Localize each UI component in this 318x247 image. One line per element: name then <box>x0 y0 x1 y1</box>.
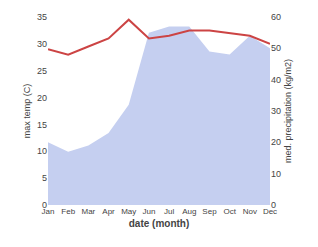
svg-text:10: 10 <box>37 146 47 156</box>
svg-text:50: 50 <box>271 43 281 53</box>
svg-text:date (month): date (month) <box>129 218 190 229</box>
svg-text:20: 20 <box>37 93 47 103</box>
svg-text:15: 15 <box>37 120 47 130</box>
svg-text:Mar: Mar <box>81 207 95 216</box>
svg-text:Feb: Feb <box>61 207 75 216</box>
svg-text:med. precipitation (kg/m2): med. precipitation (kg/m2) <box>283 59 293 163</box>
svg-text:Sep: Sep <box>202 207 217 216</box>
svg-text:0: 0 <box>42 200 47 210</box>
svg-text:30: 30 <box>37 39 47 49</box>
svg-text:35: 35 <box>37 12 47 22</box>
svg-text:May: May <box>121 207 136 216</box>
svg-text:Jan: Jan <box>42 207 55 216</box>
svg-text:Jul: Jul <box>164 207 174 216</box>
svg-text:5: 5 <box>42 173 47 183</box>
svg-text:20: 20 <box>271 137 281 147</box>
svg-text:max temp (C): max temp (C) <box>22 84 32 139</box>
svg-text:Dec: Dec <box>263 207 277 216</box>
svg-text:60: 60 <box>271 12 281 22</box>
svg-text:25: 25 <box>37 66 47 76</box>
svg-text:40: 40 <box>271 75 281 85</box>
svg-text:Aug: Aug <box>182 207 196 216</box>
svg-text:Apr: Apr <box>102 207 115 216</box>
svg-text:Nov: Nov <box>243 207 257 216</box>
svg-text:0: 0 <box>271 200 276 210</box>
svg-text:Oct: Oct <box>223 207 236 216</box>
svg-text:10: 10 <box>271 169 281 179</box>
svg-text:30: 30 <box>271 106 281 116</box>
svg-text:Jun: Jun <box>142 207 155 216</box>
